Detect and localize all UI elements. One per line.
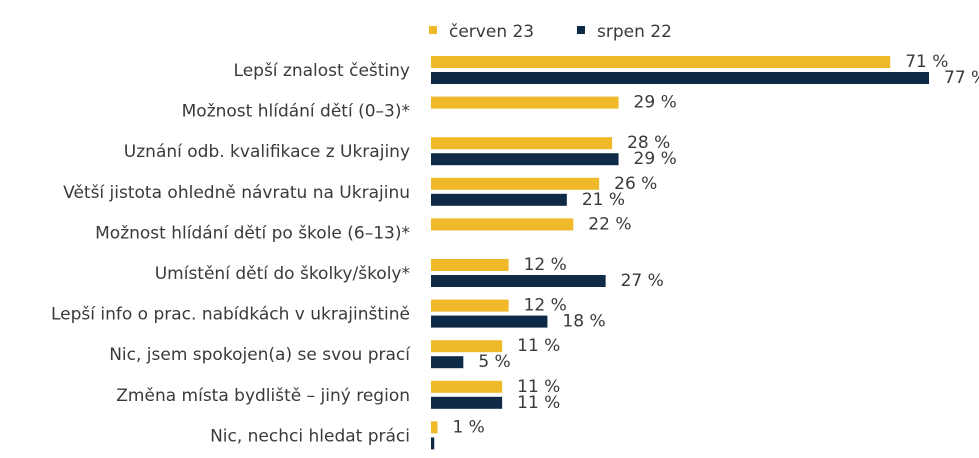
category-label: Nic, nechci hledat práci: [210, 426, 410, 446]
category-label: Možnost hlídání dětí (0–3)*: [182, 102, 410, 122]
value-label: 18 %: [562, 312, 605, 332]
value-label: 28 %: [627, 133, 670, 153]
bar-cerven23: [431, 96, 619, 109]
category-label: Lepší znalost češtiny: [234, 61, 410, 81]
value-label: 5 %: [478, 352, 510, 372]
category-label: Umístění dětí do školky/školy*: [155, 264, 410, 284]
value-label: 21 %: [582, 190, 625, 210]
value-labels: 71 %77 %29 %28 %29 %26 %21 %22 %12 %27 %…: [452, 52, 979, 437]
bar-srpen22: [431, 72, 929, 84]
category-label: Nic, jsem spokojen(a) se svou prací: [109, 345, 411, 365]
legend-swatch: [577, 26, 585, 34]
bar-cerven23: [431, 218, 574, 231]
value-label: 71 %: [905, 52, 948, 72]
category-label: Možnost hlídání dětí po škole (6–13)*: [95, 223, 410, 243]
bar-srpen22: [431, 437, 435, 450]
legend-swatch: [429, 26, 437, 34]
bar-cerven23: [431, 137, 613, 150]
value-label: 11 %: [517, 377, 560, 397]
value-label: 29 %: [634, 93, 677, 113]
bar-cerven23: [431, 177, 600, 190]
bar-srpen22: [431, 275, 606, 287]
category-label: Uznání odb. kvalifikace z Ukrajiny: [124, 142, 410, 162]
bar-cerven23: [431, 299, 509, 312]
bar-srpen22: [431, 193, 567, 206]
value-label: 12 %: [524, 255, 567, 275]
value-label: 11 %: [517, 336, 560, 356]
value-label: 77 %: [944, 68, 979, 88]
value-label: 1 %: [452, 417, 484, 437]
category-label: Větší jistota ohledně návratu na Ukrajin…: [63, 183, 410, 203]
value-label: 29 %: [634, 149, 677, 169]
bar-cerven23: [431, 421, 438, 434]
bar-cerven23: [431, 259, 509, 271]
bar-srpen22: [431, 356, 464, 369]
bar-cerven23: [431, 380, 503, 393]
category-label: Lepší info o prac. nabídkách v ukrajinšt…: [51, 305, 410, 325]
value-label: 12 %: [524, 296, 567, 316]
value-label: 22 %: [588, 214, 631, 234]
bars: [431, 56, 929, 450]
legend: červen 23 srpen 22: [429, 22, 672, 42]
category-label: Změna místa bydliště – jiný region: [116, 386, 410, 406]
value-label: 11 %: [517, 393, 560, 413]
legend-label: srpen 22: [597, 22, 672, 42]
value-label: 26 %: [614, 174, 657, 194]
bar-cerven23: [431, 340, 503, 353]
value-label: 27 %: [621, 271, 664, 291]
category-labels: Lepší znalost češtiny Možnost hlídání dět…: [51, 61, 411, 446]
bar-srpen22: [431, 153, 619, 166]
legend-label: červen 23: [449, 22, 534, 42]
bar-cerven23: [431, 56, 891, 68]
bar-srpen22: [431, 396, 503, 409]
bar-srpen22: [431, 315, 548, 328]
